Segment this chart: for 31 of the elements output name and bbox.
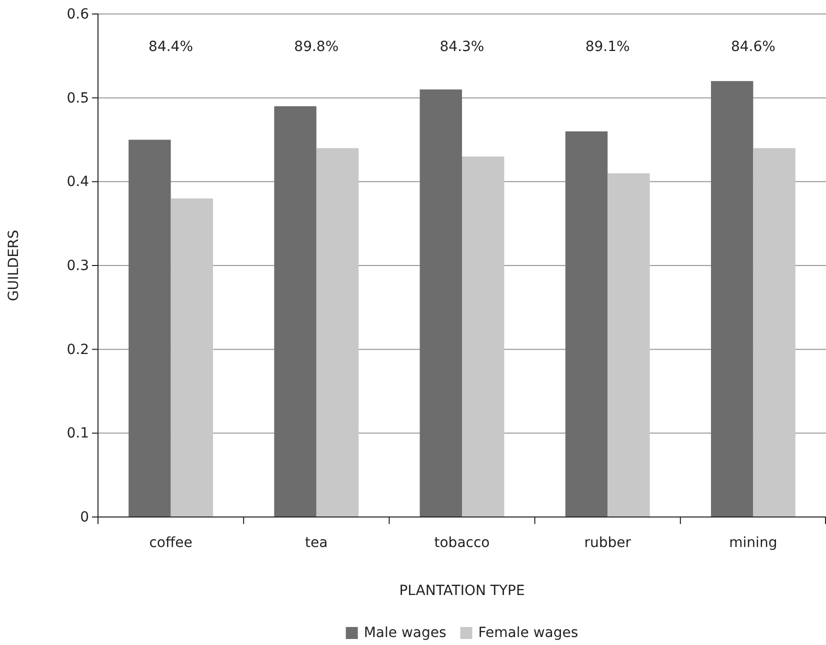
bar xyxy=(753,148,796,517)
annotation: 89.8% xyxy=(294,38,339,55)
y-tick-label: 0.6 xyxy=(66,6,90,22)
x-tick-label: tea xyxy=(305,535,328,551)
x-tick-label: coffee xyxy=(149,535,192,551)
y-tick-label: 0.5 xyxy=(66,90,89,106)
x-tick-label: rubber xyxy=(584,535,632,551)
annotation: 84.4% xyxy=(148,38,194,55)
y-tick-label: 0 xyxy=(80,509,89,526)
annotation: 84.6% xyxy=(730,38,776,55)
legend-label: Male wages xyxy=(364,624,446,641)
bar xyxy=(565,131,608,517)
bar xyxy=(170,198,214,517)
bar xyxy=(462,156,504,517)
bar xyxy=(608,173,650,517)
legend-label: Female wages xyxy=(478,624,578,641)
bar xyxy=(710,81,754,517)
bar xyxy=(420,89,462,517)
annotation: 89.1% xyxy=(585,38,630,55)
y-tick-label: 0.3 xyxy=(66,258,89,274)
x-tick-label: mining xyxy=(729,535,778,551)
bar xyxy=(128,140,171,517)
x-axis-title: PLANTATION TYPE xyxy=(399,583,525,599)
x-tick-label: tobacco xyxy=(434,535,490,551)
y-tick-label: 0.1 xyxy=(66,426,89,442)
y-axis-title: GUILDERS xyxy=(6,230,22,302)
bar xyxy=(316,148,359,517)
bar xyxy=(274,106,316,517)
y-tick-label: 0.2 xyxy=(66,342,89,358)
annotation: 84.3% xyxy=(440,38,484,55)
y-tick-label: 0.4 xyxy=(66,174,90,190)
